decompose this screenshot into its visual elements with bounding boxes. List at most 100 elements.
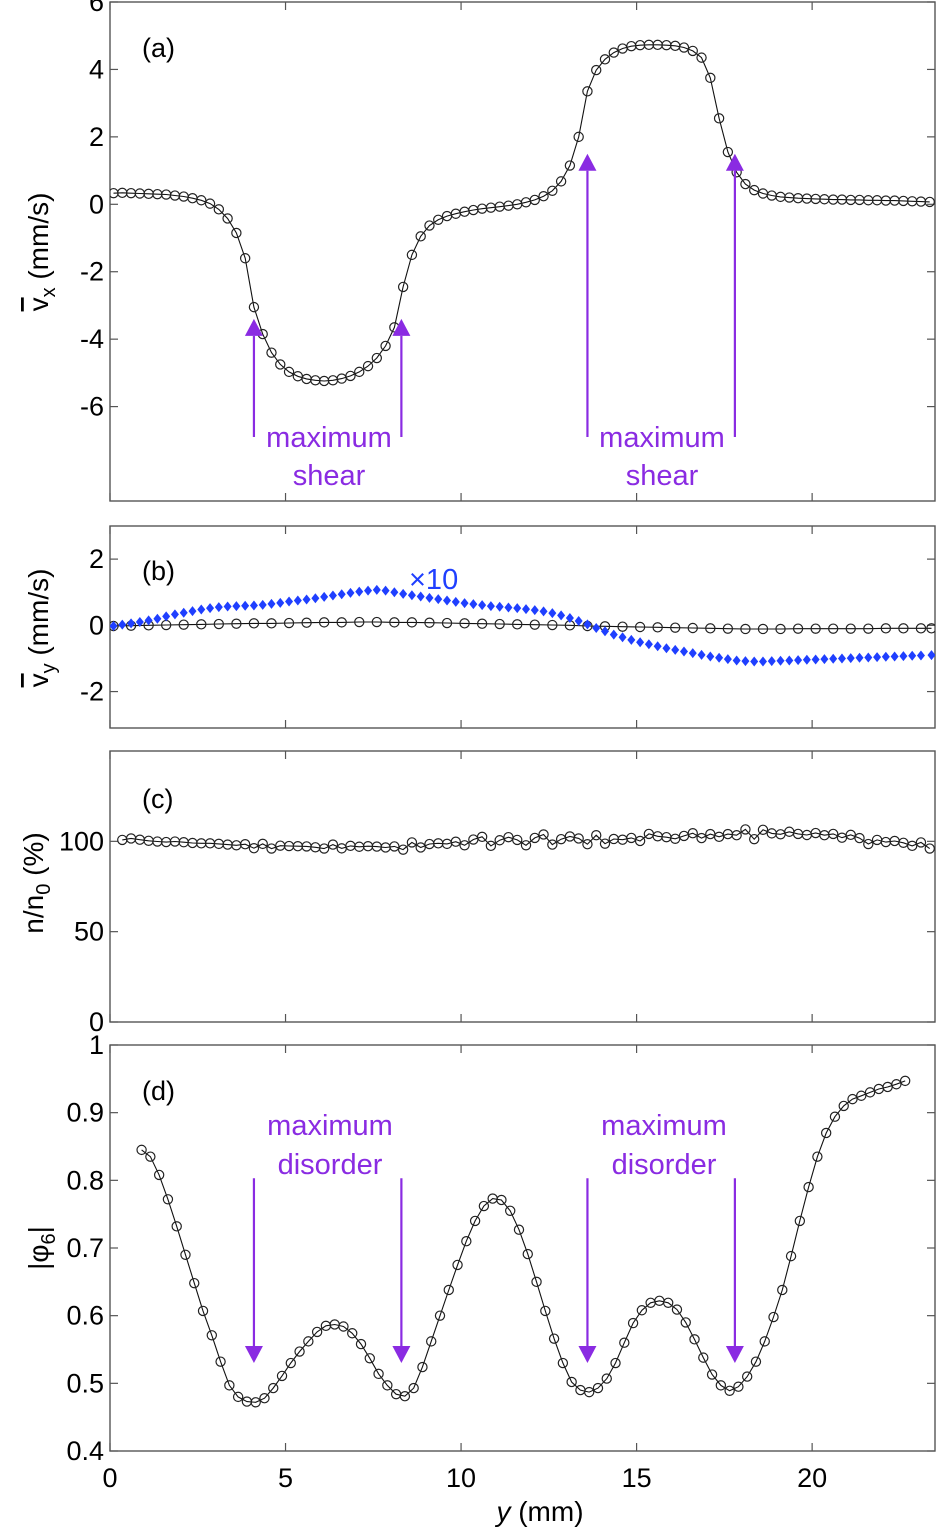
panel-b-series-1-point-47 [522,604,531,615]
panel-d-series-0-point-87 [899,1075,911,1087]
panel-d-series-0-point-39 [478,1200,490,1212]
panel-c-series-0-point-65 [687,828,698,839]
panel-b-series-0-point-11 [301,617,312,628]
panel-d-ytick-label-1: 0.9 [66,1098,104,1128]
panel-a-series-0-point-20 [283,366,295,378]
panel-a-series-0-point-13 [222,213,233,224]
panel-b-series-1-point-27 [346,587,355,598]
panel-b-series-1-point-65 [679,646,688,657]
panel-d-series-0-point-78 [820,1127,832,1139]
panel-d-ticks [109,1044,935,1452]
panel-b-series-0-point-17 [406,617,418,628]
panel-b-series-1-point-50 [548,608,557,619]
panel-b-series-1-point-54 [583,619,592,630]
panel-d-series-0-point-23 [338,1321,349,1332]
panel-b-series-1-point-72 [741,656,750,667]
panel-b-series-0-point-43 [863,623,874,634]
panel-d-xtick-label-0: 0 [102,1463,117,1493]
panel-a-ytick-label-3: 0 [89,189,104,219]
panel-b-series-0-point-45 [898,623,909,634]
panel-d-series-0-point-86 [891,1079,902,1090]
panel-d-xlabel: y (mm) [494,1496,583,1527]
panel-c-series-0-point-72 [749,833,760,845]
panel-d-series-0-point-4 [171,1221,182,1232]
panel-d-series-0-point-62 [680,1317,691,1328]
panel-a-series-0-point-72 [740,178,751,190]
panel-b-series-0-point-23 [512,619,523,630]
panel-d: 1 0.9 0.8 0.7 0.6 0.5 0.4 0 5 10 15 20 (d) |φ6| y … [23,1030,936,1527]
panel-b-series-1-point-38 [443,595,452,606]
panel-d-series-0-point-64 [698,1352,709,1363]
panel-d-xtick-label-1: 5 [278,1463,293,1493]
panel-b-series-1-point-31 [381,585,390,596]
panel-d-series-0-point-16 [276,1370,288,1382]
panel-d-series-0-point-25 [355,1338,367,1350]
panel-a-series-0-point-50 [547,185,558,197]
panel-b-series-1-point-6 [162,611,171,622]
panel-b-series-1-point-80 [811,654,820,665]
panel-a-ytick-label-4: -2 [80,257,104,287]
panel-d-series-0-point-80 [838,1100,849,1112]
panel-b-series-1-point-89 [890,651,899,662]
panel-d-series-0-point-27 [373,1368,384,1380]
panel-d-series-0-point-26 [364,1353,375,1364]
panel-c-series-0-point-48 [538,829,549,840]
panel-b-series-1-point-93 [927,650,935,661]
panel-b-series-1-point-13 [223,601,232,612]
panel-b-ylabel-sub: y [38,663,60,673]
panel-d-arrow-1-1-head [725,1346,744,1364]
panel-c-series-0-point-32 [397,844,409,855]
panel-d-series-0-point-6 [189,1277,200,1289]
panel-b-series-1-point-86 [864,652,873,663]
panel-c-ticks [109,751,935,1023]
panel-b-series-1-point-42 [478,600,487,611]
panel-b-multiplier-label: ×10 [409,564,458,596]
panel-d-series-0-point-69 [741,1371,753,1382]
panel-b-series-1-point-2 [127,618,136,629]
panel-a-label: (a) [142,33,175,63]
panel-c-series-0-point-33 [406,837,418,848]
panel-b-series-1-point-21 [293,595,302,606]
panel-b-series-1-point-35 [416,591,425,602]
panel-b-series-1-point-63 [662,643,671,654]
panel-b-series-1-point-18 [267,598,276,609]
panel-a-frame [109,1,936,502]
panel-b-series-1-point-36 [425,592,434,603]
annotation-a2-line1: maximum [599,422,725,454]
panel-a-series-0-point-51 [555,176,567,187]
panel-b-ytick-label-0: 2 [89,544,104,574]
panel-d-series-0-point-30 [399,1390,411,1402]
panel-a-series-0-point-15 [239,253,251,264]
panel-d-series-0-point-56 [627,1317,639,1329]
panel-d-series-0-point-73 [777,1284,788,1296]
panel-b-series-1-point-23 [311,593,320,604]
panel-d-ylabel: |φ6| [23,1226,60,1270]
panel-c-series-0-point-41 [476,831,488,843]
panel-a-series-0-point-73 [749,184,760,196]
panel-b-series-1-point-62 [653,641,662,652]
panel-d-ylabel-unit: | [23,1226,54,1233]
panel-c-series-0-point-31 [389,841,400,852]
panel-b-series-1-point-71 [732,655,741,666]
panel-c-series-0-point-90 [906,840,918,852]
panel-b-series-0-point-42 [845,623,856,634]
panel-d-series-0-point-11 [232,1391,244,1403]
panel-b-series-0-point-32 [670,622,681,633]
panel-d-series-0-point-65 [706,1369,718,1380]
panel-b-series-0-point-22 [494,618,505,630]
panel-a-ytick-labels: 6 4 2 0 -2 -4 -6 [80,0,104,422]
panel-b-series-1-point-37 [434,594,443,605]
panel-a-series-0-point-10 [196,195,207,206]
panel-b-ticks [109,526,935,728]
panel-c-label: (c) [142,784,173,814]
panel-c-series-0-point-55 [599,838,611,849]
panel-b-series-0-point-4 [178,619,189,630]
panel-b-series-0-point-7 [231,618,242,629]
panel-d-series-0-point-35 [443,1284,454,1296]
panel-b-series-1-point-53 [574,616,583,627]
panel-a-ytick-label-2: 2 [89,122,104,152]
panel-d-series-0-point-51 [584,1386,595,1398]
panel-a-ticks [109,1,935,501]
panel-b-series-1-point-9 [188,606,197,617]
panel-a-series-0-point-11 [204,198,216,209]
